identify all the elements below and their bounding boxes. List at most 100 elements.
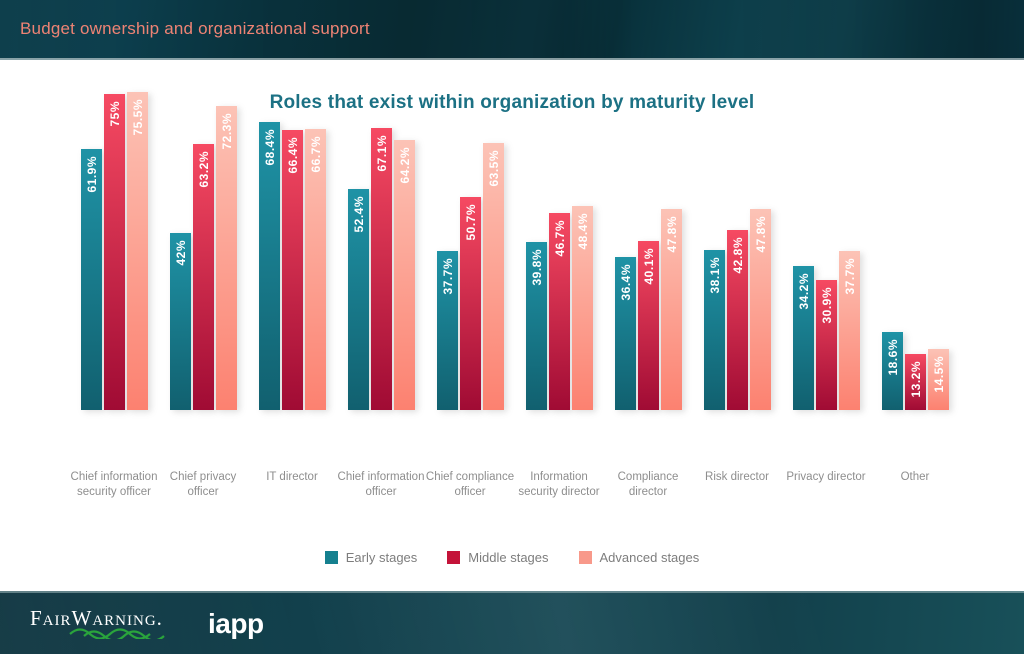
bar-early-stages: 18.6% — [882, 332, 903, 410]
bar-chart: 61.9% 75% 75.5% Chief information security … — [71, 92, 949, 498]
bar-early-stages: 68.4% — [259, 122, 280, 410]
chart-title: Roles that exist within organization by … — [269, 92, 755, 113]
category-label: Chief compliance officer — [425, 471, 515, 498]
bar-early-stages: 36.4% — [615, 257, 636, 410]
bar-advanced-stages: 75.5% — [127, 92, 148, 410]
bar-value-label: 63.2% — [196, 151, 211, 188]
bar-middle-stages: 66.4% — [282, 130, 303, 410]
bar-value-label: 34.2% — [796, 273, 811, 310]
bar-group: 36.4% 40.1% 47.8% — [615, 70, 682, 410]
bar-early-stages: 61.9% — [81, 149, 102, 410]
category-label: Compliance director — [617, 471, 679, 498]
header-title: Budget ownership and organizational supp… — [20, 19, 370, 38]
bar-middle-stages: 30.9% — [816, 280, 837, 410]
bar-value-label: 30.9% — [819, 287, 834, 324]
bar-advanced-stages: 66.7% — [305, 129, 326, 410]
bar-value-label: 66.7% — [308, 136, 323, 173]
category-label: IT director — [266, 471, 318, 483]
legend-label: Advanced stages — [599, 550, 700, 565]
bar-group: 38.1% 42.8% 47.8% — [704, 70, 771, 410]
bar-value-label: 63.5% — [486, 150, 501, 187]
bar-middle-stages: 63.2% — [193, 144, 214, 410]
legend-swatch-icon — [447, 551, 461, 564]
bar-value-label: 52.4% — [351, 196, 366, 233]
bar-group: 39.8% 46.7% 48.4% — [526, 70, 593, 410]
fairwarning-logo: FairWarning. — [30, 608, 168, 639]
bar-advanced-stages: 72.3% — [216, 106, 237, 410]
chart-legend: Early stages Middle stages Advanced stages — [0, 550, 1024, 565]
footer-bar: FairWarning. iapp — [0, 591, 1024, 654]
bar-value-label: 68.4% — [262, 129, 277, 166]
bar-value-label: 48.4% — [575, 213, 590, 250]
bar-advanced-stages: 48.4% — [572, 206, 593, 410]
bar-value-label: 67.1% — [374, 135, 389, 172]
bar-middle-stages: 67.1% — [371, 128, 392, 410]
bar-advanced-stages: 47.8% — [661, 209, 682, 410]
bar-middle-stages: 46.7% — [549, 213, 570, 410]
bar-value-label: 61.9% — [84, 156, 99, 193]
bar-value-label: 40.1% — [641, 248, 656, 285]
category-label: Risk director — [705, 471, 769, 483]
bar-middle-stages: 13.2% — [905, 354, 926, 410]
bar-value-label: 66.4% — [285, 137, 300, 174]
bar-value-label: 37.7% — [440, 258, 455, 295]
bar-group: 52.4% 67.1% 64.2% — [348, 70, 415, 410]
bar-advanced-stages: 37.7% — [839, 251, 860, 410]
bar-value-label: 18.6% — [885, 339, 900, 376]
legend-swatch-icon — [578, 551, 592, 564]
bar-advanced-stages: 63.5% — [483, 143, 504, 410]
bar-middle-stages: 75% — [104, 94, 125, 410]
legend-item-advanced-stages: Advanced stages — [578, 550, 700, 565]
bar-early-stages: 37.7% — [437, 251, 458, 410]
category-label: Chief privacy officer — [169, 471, 237, 498]
bar-value-label: 75.5% — [130, 99, 145, 136]
bar-middle-stages: 50.7% — [460, 197, 481, 410]
bar-value-label: 46.7% — [552, 220, 567, 257]
bar-value-label: 38.1% — [707, 257, 722, 294]
bar-middle-stages: 40.1% — [638, 241, 659, 410]
bar-group: 34.2% 30.9% 37.7% — [793, 70, 860, 410]
legend-label: Early stages — [345, 550, 418, 565]
bar-early-stages: 42% — [170, 233, 191, 410]
bar-value-label: 42.8% — [730, 237, 745, 274]
bar-value-label: 75% — [107, 101, 122, 127]
bar-group: 18.6% 13.2% 14.5% — [882, 70, 949, 410]
bar-value-label: 50.7% — [463, 204, 478, 241]
bar-advanced-stages: 64.2% — [394, 140, 415, 410]
bar-value-label: 37.7% — [842, 258, 857, 295]
legend-item-middle-stages: Middle stages — [447, 550, 549, 565]
category-label: Privacy director — [786, 471, 866, 483]
bar-value-label: 14.5% — [931, 356, 946, 393]
bar-early-stages: 39.8% — [526, 242, 547, 410]
bar-value-label: 72.3% — [219, 113, 234, 150]
iapp-logo: iapp — [208, 607, 264, 639]
bar-value-label: 13.2% — [908, 361, 923, 398]
category-label: Chief information security officer — [70, 471, 158, 498]
fairwarning-waves-icon — [69, 628, 165, 639]
bar-group: 68.4% 66.4% 66.7% — [259, 70, 326, 410]
bar-middle-stages: 42.8% — [727, 230, 748, 410]
header-bar: Budget ownership and organizational supp… — [0, 0, 1024, 60]
legend-swatch-icon — [324, 551, 338, 564]
category-label: Other — [900, 471, 930, 483]
bar-early-stages: 34.2% — [793, 266, 814, 410]
bar-group: 37.7% 50.7% 63.5% — [437, 70, 504, 410]
bar-value-label: 47.8% — [664, 216, 679, 253]
bar-advanced-stages: 47.8% — [750, 209, 771, 410]
bar-value-label: 36.4% — [618, 264, 633, 301]
category-label: Information security director — [518, 471, 600, 498]
bar-group: 61.9% 75% 75.5% — [81, 70, 148, 410]
fairwarning-logo-text: FairWarning. — [30, 606, 163, 630]
bar-value-label: 39.8% — [529, 249, 544, 286]
bar-early-stages: 38.1% — [704, 250, 725, 410]
bar-advanced-stages: 14.5% — [928, 349, 949, 410]
bar-value-label: 42% — [173, 240, 188, 266]
bar-value-label: 47.8% — [753, 216, 768, 253]
legend-label: Middle stages — [468, 550, 549, 565]
bar-early-stages: 52.4% — [348, 189, 369, 410]
category-label: Chief information officer — [337, 471, 425, 498]
bar-value-label: 64.2% — [397, 147, 412, 184]
bar-group: 42% 63.2% 72.3% — [170, 70, 237, 410]
legend-item-early-stages: Early stages — [324, 550, 418, 565]
